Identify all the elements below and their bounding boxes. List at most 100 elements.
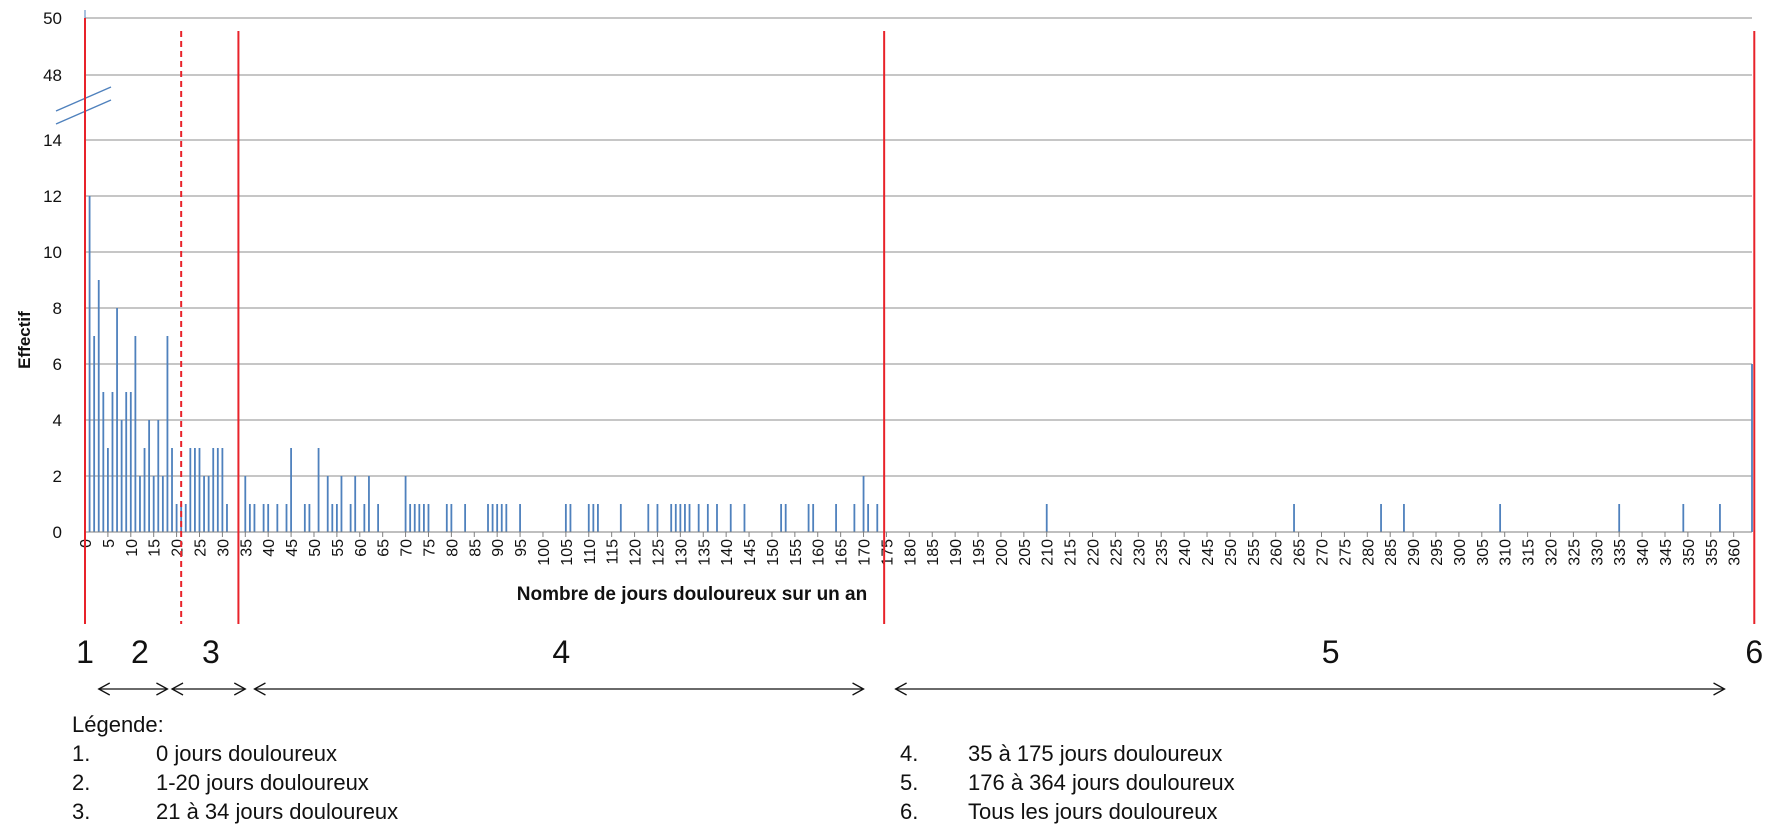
- axis-break-mark: [55, 86, 112, 112]
- bar: [1403, 504, 1405, 532]
- x-tick-label: 65: [376, 539, 393, 557]
- group-number: 5: [1322, 634, 1340, 670]
- legend-text: 176 à 364 jours douloureux: [968, 770, 1235, 795]
- bar: [88, 196, 91, 532]
- x-tick-label: 55: [330, 539, 347, 557]
- bar: [656, 504, 659, 532]
- x-tick-label: 155: [788, 539, 805, 566]
- legend-text: 0 jours douloureux: [156, 741, 338, 766]
- x-tick-label: 220: [1086, 539, 1103, 566]
- bar: [377, 504, 379, 532]
- y-tick-label: 10: [43, 243, 62, 262]
- bar: [216, 448, 219, 532]
- x-tick-label: 320: [1543, 539, 1560, 566]
- legend-title: Légende:: [72, 712, 164, 737]
- legend-number: 5.: [900, 770, 919, 795]
- bar: [519, 504, 521, 532]
- x-tick-label: 260: [1269, 539, 1286, 566]
- legend-text: Tous les jours douloureux: [968, 799, 1218, 824]
- x-tick-label: 245: [1200, 539, 1217, 566]
- span-arrowhead: [852, 682, 865, 696]
- bar: [862, 476, 865, 532]
- bar: [464, 504, 467, 532]
- x-tick-label: 230: [1131, 539, 1148, 566]
- axes: [55, 10, 1752, 533]
- x-tick-label: 160: [811, 539, 828, 566]
- x-tick-label: 185: [925, 539, 942, 566]
- bar: [317, 448, 320, 532]
- bar: [619, 504, 622, 532]
- bar: [189, 448, 192, 532]
- bar: [335, 504, 338, 532]
- y-tick-label: 6: [53, 355, 62, 374]
- x-tick-label: 305: [1475, 539, 1492, 566]
- bar: [285, 504, 288, 532]
- x-tick-label: 180: [902, 539, 919, 566]
- span-arrowhead: [170, 682, 184, 696]
- bar: [331, 504, 334, 532]
- bar: [835, 504, 837, 532]
- x-tick-label: 135: [696, 539, 713, 566]
- x-tick-label: 300: [1452, 539, 1469, 566]
- legend-number: 3.: [72, 799, 91, 824]
- x-tick-label: 90: [490, 539, 507, 557]
- x-tick-label: 20: [170, 539, 187, 557]
- bar: [349, 504, 352, 532]
- bar: [1499, 504, 1502, 532]
- bar: [674, 504, 677, 532]
- x-tick-label: 205: [1017, 539, 1034, 566]
- bar: [500, 504, 503, 532]
- bar: [116, 308, 118, 532]
- bar: [207, 476, 210, 532]
- bar: [102, 392, 105, 532]
- x-tick-label: 145: [742, 539, 759, 566]
- bar: [226, 504, 228, 532]
- bar: [125, 392, 128, 532]
- bar: [1293, 504, 1295, 532]
- legend-number: 4.: [900, 741, 919, 766]
- x-tick-label: 295: [1429, 539, 1446, 566]
- group-number: 2: [131, 634, 149, 670]
- bar: [326, 476, 329, 532]
- bar: [157, 420, 160, 532]
- legend-text: 1-20 jours douloureux: [156, 770, 369, 795]
- x-tick-label: 70: [399, 539, 416, 557]
- bar: [368, 476, 370, 532]
- bar: [248, 504, 251, 532]
- bar: [1618, 504, 1621, 532]
- legend-text: 21 à 34 jours douloureux: [156, 799, 399, 824]
- axis-break-mark: [55, 99, 112, 125]
- legend-number: 6.: [900, 799, 919, 824]
- bar: [784, 504, 787, 532]
- bar: [647, 504, 650, 532]
- x-tick-label: 45: [284, 539, 301, 557]
- y-tick-label: 4: [53, 411, 62, 430]
- x-tick-label: 355: [1704, 539, 1721, 566]
- bar: [876, 504, 879, 532]
- x-tick-label: 270: [1315, 539, 1332, 566]
- bar: [134, 336, 137, 532]
- x-tick-label: 30: [215, 539, 232, 557]
- bar: [597, 504, 599, 532]
- bar: [1682, 504, 1685, 532]
- bar: [166, 336, 169, 532]
- y-axis-title: Effectif: [15, 311, 34, 369]
- bar: [97, 280, 100, 532]
- group-boundary-lines: [84, 18, 1756, 624]
- bar: [244, 476, 247, 532]
- bar: [1045, 504, 1048, 532]
- x-tick-label: 165: [834, 539, 851, 566]
- x-tick-label: 120: [628, 539, 645, 566]
- bar: [354, 476, 357, 532]
- x-tick-label: 50: [307, 539, 324, 557]
- bar: [194, 448, 196, 532]
- x-tick-label: 290: [1406, 539, 1423, 566]
- x-tick-label: 150: [765, 539, 782, 566]
- x-tick-label: 280: [1360, 539, 1377, 566]
- x-tick-label: 140: [719, 539, 736, 566]
- bar: [262, 504, 265, 532]
- bar: [807, 504, 810, 532]
- y-tick-label: 8: [53, 299, 62, 318]
- bar: [143, 448, 146, 532]
